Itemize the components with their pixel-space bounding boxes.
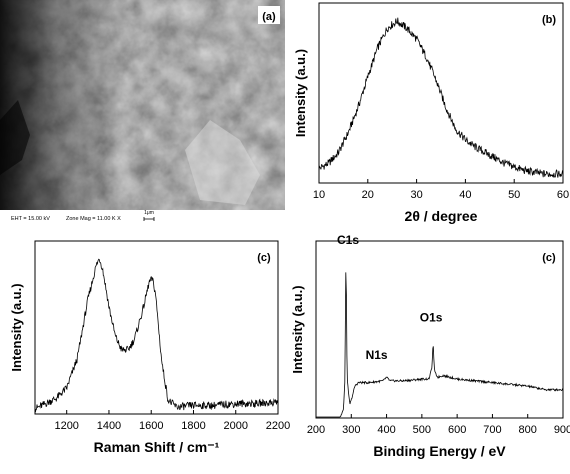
xps-peak-annotation: C1s — [337, 233, 359, 247]
xrd-panel-label: (b) — [542, 14, 556, 26]
sem-bright-flake — [185, 120, 260, 205]
xrd-x-tick-label: 40 — [459, 189, 471, 201]
sem-zone-mag: Zone Mag = 11.00 K X — [66, 216, 121, 222]
xps-peak-annotation: O1s — [420, 311, 443, 325]
xrd-x-tick-label: 60 — [557, 189, 569, 201]
raman-x-tick-label: 1600 — [139, 420, 163, 432]
raman-panel-label: (c) — [257, 252, 271, 264]
xps-x-tick-label: 600 — [448, 424, 466, 436]
xrd-plot-frame — [318, 2, 564, 184]
xrd-x-tick-label: 10 — [313, 189, 325, 201]
xps-x-tick-label: 500 — [413, 424, 431, 436]
raman-x-tick-label: 2200 — [266, 420, 290, 432]
xrd-x-axis-label: 2θ / degree — [405, 208, 478, 224]
xps-x-tick-label: 400 — [377, 424, 395, 436]
raman-x-tick-label: 1400 — [97, 420, 121, 432]
xps-peak-annotation: N1s — [366, 348, 388, 362]
sem-eht: EHT = 15.00 kV — [11, 216, 50, 222]
xps-panel-label: (c) — [542, 252, 556, 264]
raman-x-tick-label: 2000 — [223, 420, 247, 432]
xps-plot-frame — [315, 240, 564, 419]
sem-scale-label: 1μm — [144, 210, 154, 216]
xrd-y-axis-label: Intensity (a.u.) — [293, 49, 308, 137]
xps-series-line — [316, 272, 564, 418]
xps-x-tick-label: 300 — [342, 424, 360, 436]
sem-footer — [0, 210, 285, 229]
sem-label-box — [258, 6, 280, 24]
xrd-series-line — [318, 17, 564, 178]
xrd-x-tick-label: 20 — [362, 189, 374, 201]
xps-x-tick-label: 700 — [483, 424, 501, 436]
sem-panel-label: (a) — [262, 11, 276, 23]
xrd-x-tick-label: 50 — [508, 189, 520, 201]
xps-y-axis-label: Intensity (a.u.) — [290, 285, 305, 373]
xps-x-tick-label: 200 — [307, 424, 325, 436]
xrd-x-tick-label: 30 — [410, 189, 422, 201]
raman-x-axis-label: Raman Shift / cm⁻¹ — [94, 439, 220, 455]
xps-x-axis-label: Binding Energy / eV — [373, 443, 506, 459]
raman-x-tick-label: 1200 — [54, 420, 78, 432]
xps-x-tick-label: 900 — [554, 424, 570, 436]
raman-series-line — [34, 258, 279, 413]
sem-micrograph: (a) EHT = 15.00 kV Zone Mag = 11.00 K X … — [0, 0, 285, 229]
raman-y-axis-label: Intensity (a.u.) — [9, 283, 24, 371]
xps-x-tick-label: 800 — [519, 424, 537, 436]
sem-scale-bar — [143, 217, 155, 221]
raman-x-tick-label: 1800 — [181, 420, 205, 432]
sem-dark-region — [0, 100, 30, 175]
raman-plot-frame — [34, 240, 279, 415]
